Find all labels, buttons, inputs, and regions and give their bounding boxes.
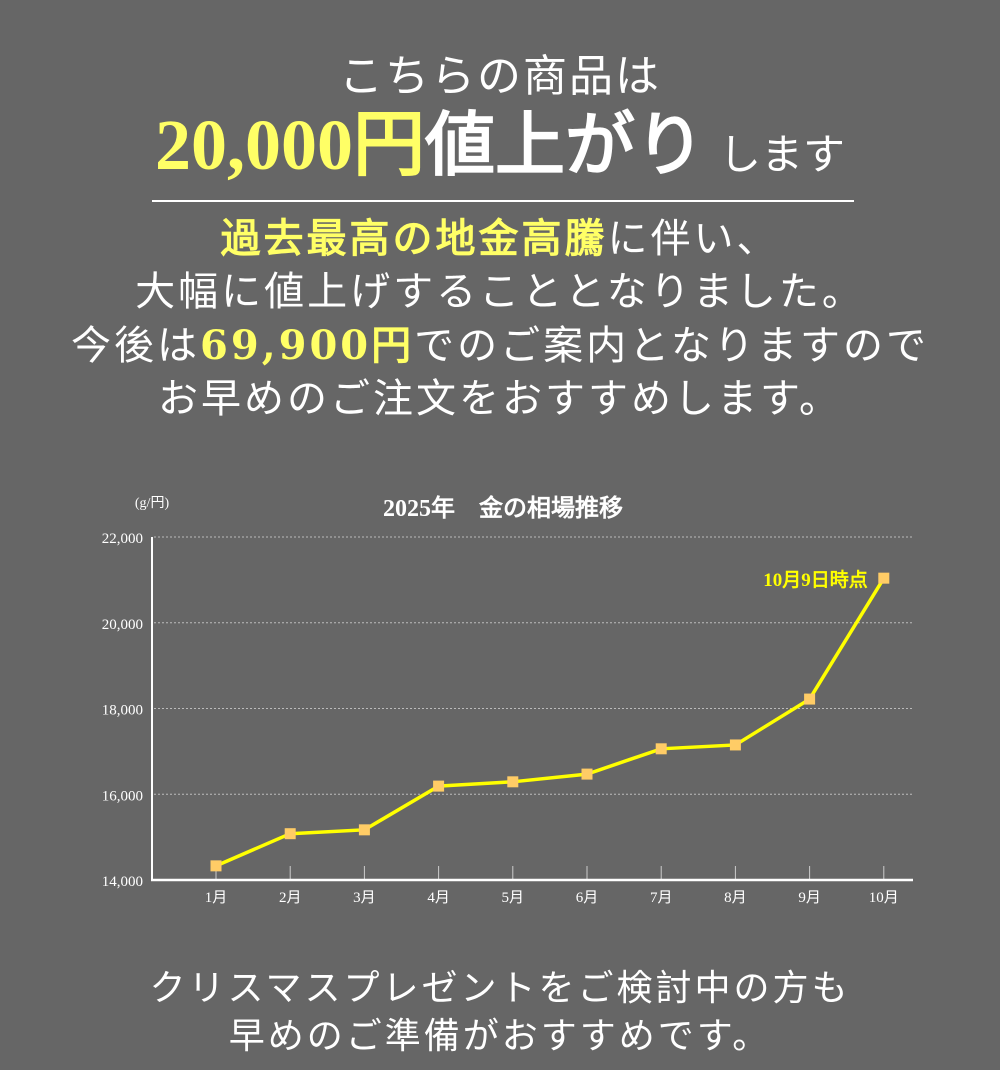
new-price: 69,900円 <box>200 322 415 369</box>
footer-line-2: 早めのご準備がおすすめです。 <box>228 1016 772 1057</box>
headline-intro: こちらの商品は <box>339 51 661 102</box>
data-point <box>729 739 741 751</box>
latest-date-annotation: 10月9日時点 <box>763 569 868 591</box>
data-point <box>433 780 445 792</box>
data-point <box>655 743 667 755</box>
price-line <box>215 577 886 868</box>
x-tick-label: 7月 <box>650 890 673 906</box>
y-tick-label: 18,000 <box>102 703 143 719</box>
x-axis-ticks: 1月 2月 3月 4月 5月 6月 7月 8月 9月 10月 <box>205 866 899 906</box>
gridlines <box>154 536 913 795</box>
notice-line-2: 大幅に値上げすることとなりました。 <box>135 269 865 315</box>
x-tick-label: 6月 <box>576 890 599 906</box>
x-tick-label: 8月 <box>724 890 747 906</box>
y-axis-unit-label: (g/円) <box>135 496 170 511</box>
y-axis-ticks: 14,000 16,000 18,000 20,000 22,000 <box>102 531 143 890</box>
y-tick-label: 16,000 <box>102 788 143 804</box>
data-point <box>210 860 222 872</box>
x-tick-label: 9月 <box>798 890 821 906</box>
gold-price-chart: (g/円) 2025年 金の相場推移 14,000 16,000 18,000 20,… <box>0 480 1000 910</box>
footer-message: クリスマスプレゼントをご検討中の方も 早めのご準備がおすすめです。 <box>0 965 1000 1061</box>
headline-suffix: します <box>719 130 846 179</box>
y-tick-label: 14,000 <box>102 874 143 890</box>
notice-line-3-rest: でのご案内となりますので <box>414 323 929 369</box>
x-tick-label: 1月 <box>205 890 228 906</box>
x-tick-label: 5月 <box>502 890 525 906</box>
x-tick-label: 4月 <box>427 890 450 906</box>
data-point <box>507 776 519 788</box>
y-tick-label: 22,000 <box>102 531 143 547</box>
data-point <box>878 572 890 584</box>
increase-amount: 20,000円 <box>154 105 425 185</box>
footer-line-1: クリスマスプレゼントをご検討中の方も <box>149 968 851 1009</box>
line-chart-svg: (g/円) 2025年 金の相場推移 14,000 16,000 18,000 20,… <box>102 494 913 906</box>
data-point-markers <box>210 572 890 872</box>
notice-line-1: 過去最高の地金高騰に伴い、 <box>0 212 1000 266</box>
notice-body: 過去最高の地金高騰に伴い、 大幅に値上げすることとなりました。 今後は69,90… <box>0 212 1000 426</box>
y-tick-label: 20,000 <box>102 617 143 633</box>
notice-line-3-prefix: 今後は <box>71 323 201 369</box>
notice-highlight: 過去最高の地金高騰 <box>220 215 608 262</box>
x-tick-label: 2月 <box>279 890 302 906</box>
chart-title: 2025年 金の相場推移 <box>383 494 623 522</box>
headline-price-increase: 20,000円値上がり します <box>0 100 1000 200</box>
x-tick-label: 10月 <box>869 890 899 906</box>
data-point <box>284 828 296 840</box>
x-tick-label: 3月 <box>353 890 376 906</box>
notice-line-4: お早めのご注文をおすすめします。 <box>158 376 842 422</box>
divider <box>152 200 854 202</box>
notice-line-1-rest: に伴い、 <box>607 216 780 262</box>
notice-line-3: 今後は69,900円でのご案内となりますので <box>0 319 1000 373</box>
data-point <box>581 768 593 780</box>
data-point <box>804 693 816 705</box>
increase-emphasis: 値上がり <box>425 103 705 186</box>
data-point <box>358 824 370 836</box>
